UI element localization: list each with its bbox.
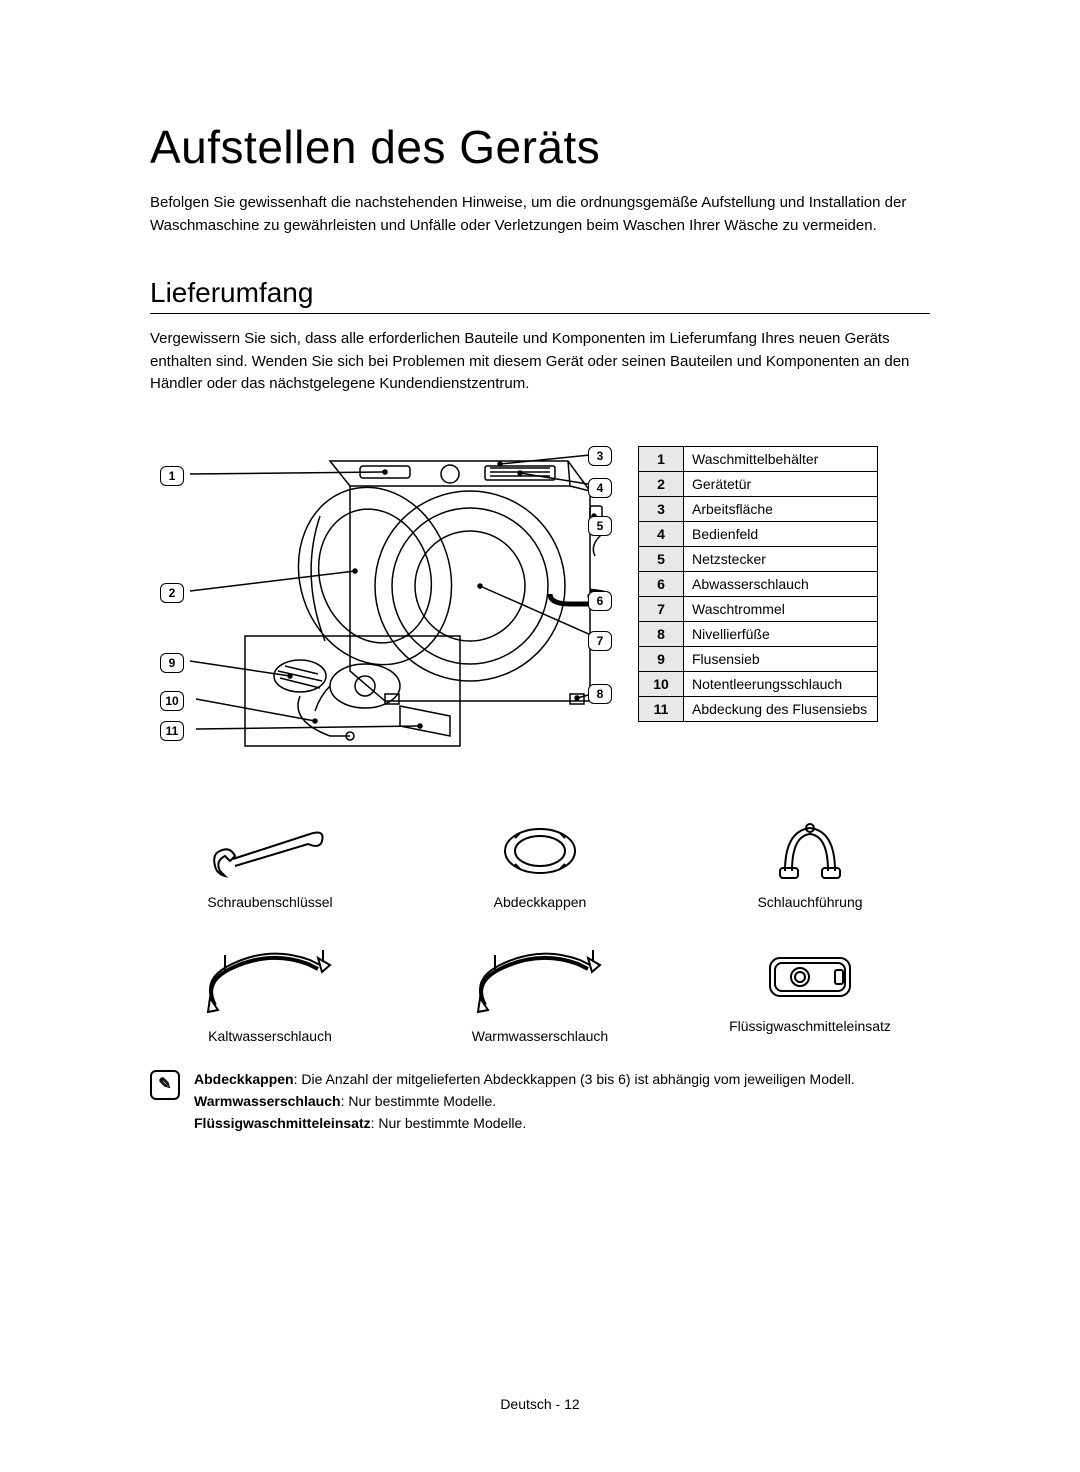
accessory-cold: Kaltwasserschlauch [150, 940, 390, 1044]
callout-11: 11 [160, 721, 184, 741]
part-label: Arbeitsfläche [684, 496, 878, 521]
part-number: 10 [639, 671, 684, 696]
accessories-grid: Schraubenschlüssel Abdeckkappen Schlauch… [150, 816, 930, 1044]
accessory-label: Abdeckkappen [494, 894, 587, 910]
table-row: 11Abdeckung des Flusensiebs [639, 696, 878, 721]
callout-4: 4 [588, 478, 612, 498]
note-warm-bold: Warmwasserschlauch [194, 1093, 341, 1109]
part-label: Nivellierfüße [684, 621, 878, 646]
part-label: Abdeckung des Flusensiebs [684, 696, 878, 721]
accessory-liquid: Flüssigwaschmitteleinsatz [690, 940, 930, 1044]
note-text: Abdeckkappen: Die Anzahl der mitgeliefer… [194, 1068, 855, 1135]
part-number: 2 [639, 471, 684, 496]
part-number: 3 [639, 496, 684, 521]
table-row: 1Waschmittelbehälter [639, 446, 878, 471]
part-number: 1 [639, 446, 684, 471]
part-label: Netzstecker [684, 546, 878, 571]
parts-table-body: 1Waschmittelbehälter2Gerätetür3Arbeitsfl… [639, 446, 878, 721]
section-heading: Lieferumfang [150, 277, 930, 314]
page-footer: Deutsch - 12 [0, 1396, 1080, 1412]
callout-2: 2 [160, 583, 184, 603]
parts-table: 1Waschmittelbehälter2Gerätetür3Arbeitsfl… [638, 446, 878, 722]
note-caps-text: : Die Anzahl der mitgelieferten Abdeckka… [294, 1071, 855, 1087]
table-row: 4Bedienfeld [639, 521, 878, 546]
part-number: 5 [639, 546, 684, 571]
part-number: 4 [639, 521, 684, 546]
note-liquid-bold: Flüssigwaschmitteleinsatz [194, 1115, 371, 1131]
note-caps-bold: Abdeckkappen [194, 1071, 294, 1087]
callout-9: 9 [160, 653, 184, 673]
section-intro: Vergewissern Sie sich, dass alle erforde… [150, 328, 930, 396]
accessory-wrench: Schraubenschlüssel [150, 816, 390, 910]
table-row: 2Gerätetür [639, 471, 878, 496]
part-label: Waschmittelbehälter [684, 446, 878, 471]
table-row: 3Arbeitsfläche [639, 496, 878, 521]
part-label: Flusensieb [684, 646, 878, 671]
part-label: Bedienfeld [684, 521, 878, 546]
accessory-guide: Schlauchführung [690, 816, 930, 910]
table-row: 5Netzstecker [639, 546, 878, 571]
part-label: Notentleerungsschlauch [684, 671, 878, 696]
part-number: 6 [639, 571, 684, 596]
washer-diagram: 1 2 9 10 11 3 4 5 6 7 8 [150, 436, 610, 756]
page-title: Aufstellen des Geräts [150, 120, 930, 174]
note-liquid-text: : Nur bestimmte Modelle. [371, 1115, 527, 1131]
accessory-label: Flüssigwaschmitteleinsatz [729, 1018, 891, 1034]
callout-1: 1 [160, 466, 184, 486]
accessory-label: Schraubenschlüssel [207, 894, 332, 910]
accessory-label: Schlauchführung [757, 894, 862, 910]
note-warm-text: : Nur bestimmte Modelle. [341, 1093, 497, 1109]
callout-10: 10 [160, 691, 184, 711]
table-row: 6Abwasserschlauch [639, 571, 878, 596]
part-number: 8 [639, 621, 684, 646]
table-row: 7Waschtrommel [639, 596, 878, 621]
callout-8: 8 [588, 684, 612, 704]
table-row: 10Notentleerungsschlauch [639, 671, 878, 696]
table-row: 9Flusensieb [639, 646, 878, 671]
part-label: Abwasserschlauch [684, 571, 878, 596]
callout-5: 5 [588, 516, 612, 536]
washer-svg [150, 436, 610, 756]
note-block: ✎ Abdeckkappen: Die Anzahl der mitgelief… [150, 1068, 930, 1135]
callout-6: 6 [588, 591, 612, 611]
accessory-warm: Warmwasserschlauch [420, 940, 660, 1044]
accessory-caps: Abdeckkappen [420, 816, 660, 910]
part-label: Waschtrommel [684, 596, 878, 621]
part-number: 11 [639, 696, 684, 721]
callout-7: 7 [588, 631, 612, 651]
accessory-label: Warmwasserschlauch [472, 1028, 608, 1044]
part-number: 7 [639, 596, 684, 621]
part-label: Gerätetür [684, 471, 878, 496]
table-row: 8Nivellierfüße [639, 621, 878, 646]
callout-3: 3 [588, 446, 612, 466]
note-icon: ✎ [150, 1070, 180, 1100]
part-number: 9 [639, 646, 684, 671]
intro-text: Befolgen Sie gewissenhaft die nachstehen… [150, 192, 930, 237]
accessory-label: Kaltwasserschlauch [208, 1028, 332, 1044]
